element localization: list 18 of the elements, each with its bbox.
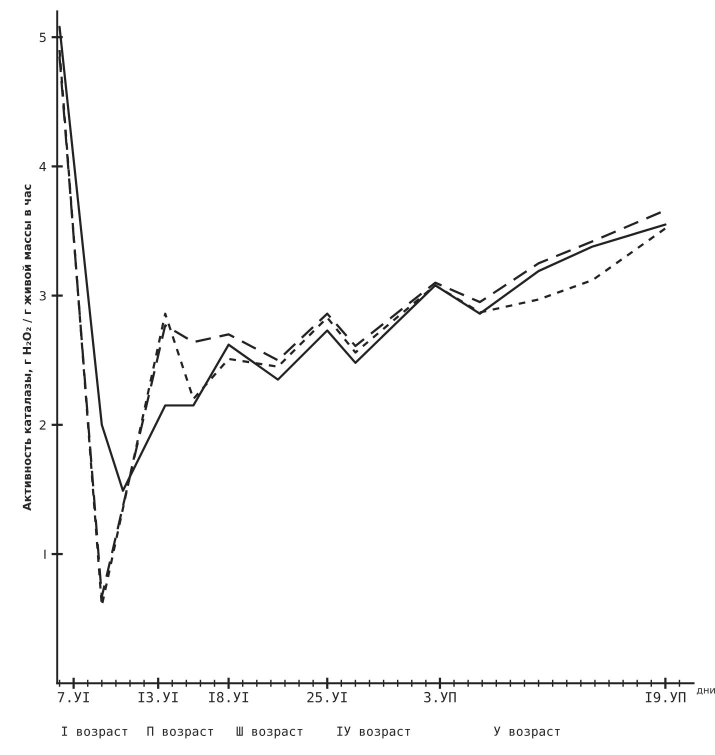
text: IУ возраст bbox=[337, 726, 410, 738]
text: Ш возраст bbox=[236, 726, 302, 738]
x-tick-label: I8.УI bbox=[209, 692, 248, 702]
text: I возраст bbox=[62, 726, 128, 738]
text: У возраст bbox=[494, 726, 560, 738]
y-tick-label: I bbox=[44, 550, 46, 559]
y-tick-label: 5 bbox=[40, 32, 46, 42]
x-tick-label: 3.УП bbox=[424, 692, 456, 702]
text: П возраст bbox=[147, 726, 214, 738]
y-axis-title: Активность каталазы, г H₂O₂ / г живой массы в час bbox=[22, 184, 33, 511]
x-tick-label: I9.УП bbox=[646, 692, 686, 702]
x-tick-label: 25.УI bbox=[307, 692, 347, 702]
x-tick-label: 7.УI bbox=[58, 692, 89, 702]
y-tick-label: 4 bbox=[39, 162, 46, 172]
y-tick-label: 2 bbox=[40, 420, 46, 430]
y-tick-label: 3 bbox=[40, 291, 46, 301]
x-axis-title: дни bbox=[696, 688, 715, 695]
x-tick-label: I3.УI bbox=[138, 692, 178, 702]
